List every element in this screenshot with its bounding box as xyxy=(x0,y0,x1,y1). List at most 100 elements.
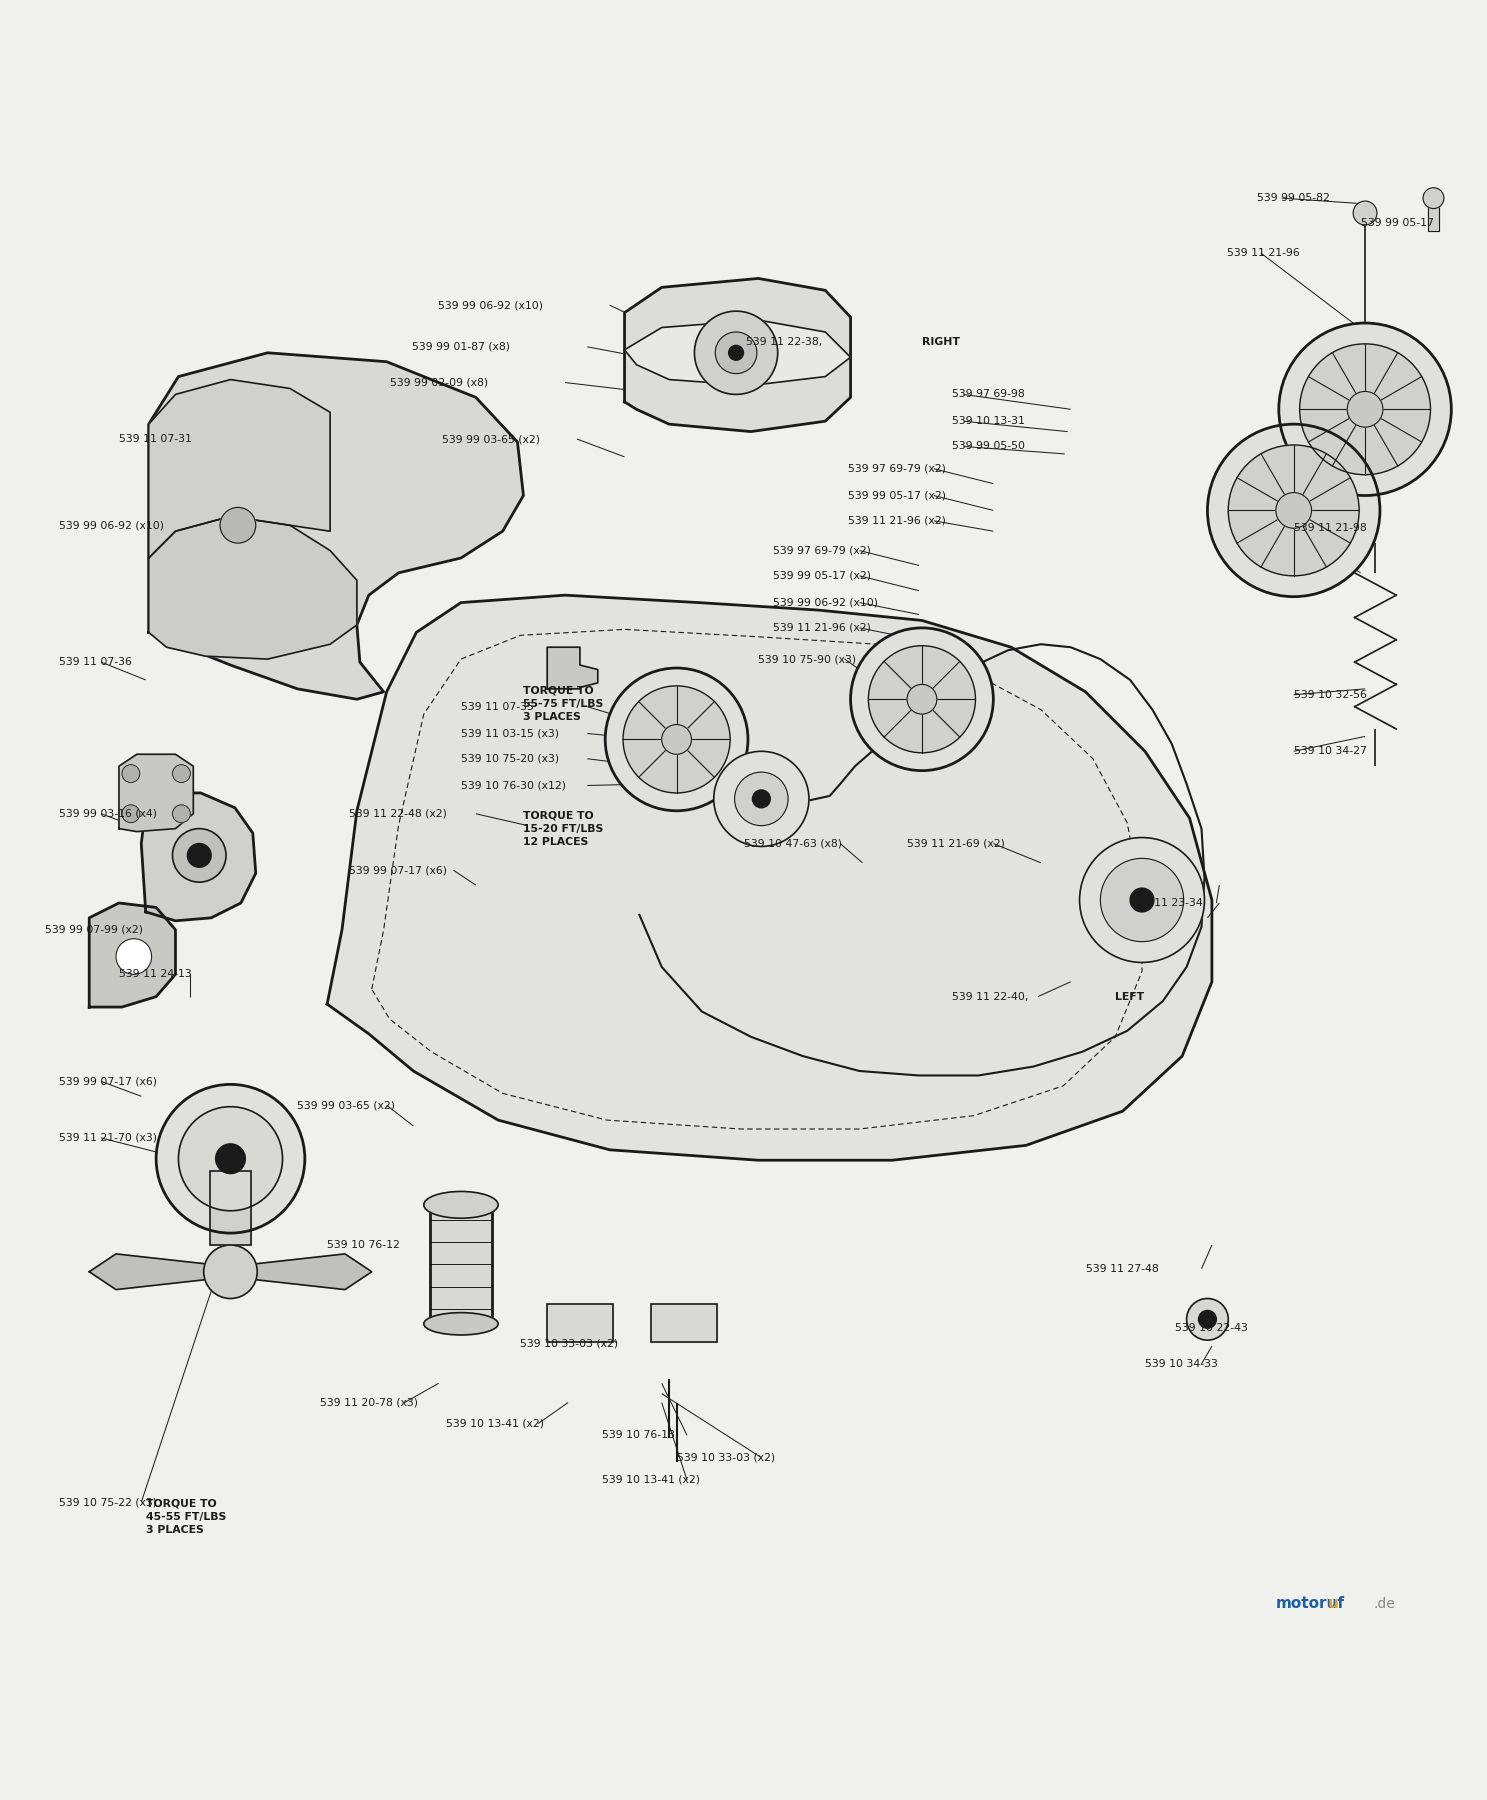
Bar xyxy=(547,1305,613,1341)
Circle shape xyxy=(605,668,748,810)
Text: 539 99 06-92 (x10): 539 99 06-92 (x10) xyxy=(773,598,879,608)
Polygon shape xyxy=(149,380,330,558)
Polygon shape xyxy=(149,517,357,659)
Polygon shape xyxy=(625,279,851,432)
Circle shape xyxy=(156,1084,305,1233)
Circle shape xyxy=(1228,445,1359,576)
Text: motoruf: motoruf xyxy=(1276,1597,1344,1611)
Circle shape xyxy=(187,844,211,868)
Bar xyxy=(1428,202,1439,230)
Text: 539 99 05-17 (x2): 539 99 05-17 (x2) xyxy=(773,571,871,581)
Circle shape xyxy=(116,938,152,974)
Circle shape xyxy=(172,765,190,783)
Circle shape xyxy=(1080,837,1204,963)
Text: TORQUE TO
45-55 FT/LBS
3 PLACES: TORQUE TO 45-55 FT/LBS 3 PLACES xyxy=(146,1499,226,1535)
Circle shape xyxy=(178,1107,283,1211)
Polygon shape xyxy=(327,596,1212,1161)
Text: 539 99 03-65 (x2): 539 99 03-65 (x2) xyxy=(442,434,540,445)
Circle shape xyxy=(172,805,190,823)
Polygon shape xyxy=(149,353,523,698)
Circle shape xyxy=(694,311,778,394)
Text: 539 11 20-78 (x3): 539 11 20-78 (x3) xyxy=(320,1397,418,1408)
Text: u: u xyxy=(1328,1597,1338,1611)
Text: TORQUE TO
55-75 FT/LBS
3 PLACES: TORQUE TO 55-75 FT/LBS 3 PLACES xyxy=(523,686,604,722)
Circle shape xyxy=(204,1246,257,1298)
Text: 539 11 07-35: 539 11 07-35 xyxy=(461,702,534,711)
Text: 539 10 33-03 (x2): 539 10 33-03 (x2) xyxy=(520,1337,619,1348)
Text: 539 10 13-31: 539 10 13-31 xyxy=(952,416,1025,427)
Bar xyxy=(651,1305,717,1341)
Text: .de: .de xyxy=(1374,1597,1396,1611)
Polygon shape xyxy=(547,648,598,689)
Circle shape xyxy=(735,772,788,826)
Text: 539 99 06-92 (x10): 539 99 06-92 (x10) xyxy=(439,301,543,310)
Text: 539 97 69-98: 539 97 69-98 xyxy=(952,389,1025,400)
Text: 539 10 75-20 (x3): 539 10 75-20 (x3) xyxy=(461,754,559,763)
Text: 539 10 13-41 (x2): 539 10 13-41 (x2) xyxy=(446,1418,544,1429)
Circle shape xyxy=(1300,344,1430,475)
Bar xyxy=(210,1170,251,1246)
Text: 539 10 32-56: 539 10 32-56 xyxy=(1294,689,1367,700)
Text: 539 10 33-03 (x2): 539 10 33-03 (x2) xyxy=(677,1453,775,1463)
Polygon shape xyxy=(89,1255,372,1289)
Circle shape xyxy=(715,331,757,374)
Circle shape xyxy=(122,805,140,823)
Polygon shape xyxy=(89,904,175,1006)
Circle shape xyxy=(1187,1298,1228,1341)
Text: 539 97 69-79 (x2): 539 97 69-79 (x2) xyxy=(773,545,871,556)
Text: 539 11 21-96: 539 11 21-96 xyxy=(1227,248,1300,257)
Text: 539 99 02-09 (x8): 539 99 02-09 (x8) xyxy=(390,378,488,387)
Text: 539 11 21-69 (x2): 539 11 21-69 (x2) xyxy=(907,839,1005,848)
Circle shape xyxy=(752,790,770,808)
Text: 539 10 76-13: 539 10 76-13 xyxy=(602,1431,675,1440)
Text: 539 11 21-96 (x2): 539 11 21-96 (x2) xyxy=(848,517,946,526)
Text: 539 11 07-31: 539 11 07-31 xyxy=(119,434,192,445)
Text: 539 10 13-41 (x2): 539 10 13-41 (x2) xyxy=(602,1474,700,1485)
Polygon shape xyxy=(119,754,193,832)
Text: 539 10 47-63 (x8): 539 10 47-63 (x8) xyxy=(744,839,842,848)
Text: 539 10 75-22 (x3): 539 10 75-22 (x3) xyxy=(59,1498,158,1507)
Circle shape xyxy=(1276,493,1312,527)
Circle shape xyxy=(216,1143,245,1174)
Text: RIGHT: RIGHT xyxy=(922,337,959,347)
Ellipse shape xyxy=(424,1192,498,1219)
Bar xyxy=(210,1170,251,1246)
Text: 539 97 69-79 (x2): 539 97 69-79 (x2) xyxy=(848,464,946,473)
Ellipse shape xyxy=(424,1312,498,1336)
Circle shape xyxy=(1207,425,1380,596)
Circle shape xyxy=(1347,391,1383,427)
Text: 539 99 05-50: 539 99 05-50 xyxy=(952,441,1025,452)
Circle shape xyxy=(1279,322,1451,495)
Polygon shape xyxy=(141,794,256,922)
Text: 539 11 24-13: 539 11 24-13 xyxy=(119,970,192,979)
Text: 539 11 21-98: 539 11 21-98 xyxy=(1294,524,1367,533)
Circle shape xyxy=(714,751,809,846)
Text: 539 99 05-82: 539 99 05-82 xyxy=(1257,193,1329,203)
Text: 539 10 22-43: 539 10 22-43 xyxy=(1175,1323,1248,1334)
Text: 539 11 07-36: 539 11 07-36 xyxy=(59,657,132,668)
Text: 539 99 03-65 (x2): 539 99 03-65 (x2) xyxy=(297,1100,396,1111)
Text: 539 99 05-17 (x2): 539 99 05-17 (x2) xyxy=(848,491,946,500)
Text: 539 99 07-99 (x2): 539 99 07-99 (x2) xyxy=(45,925,143,934)
Text: 539 10 75-90 (x3): 539 10 75-90 (x3) xyxy=(758,653,857,664)
Text: 539 99 07-17 (x6): 539 99 07-17 (x6) xyxy=(349,866,448,875)
Text: 539 99 05-17: 539 99 05-17 xyxy=(1361,218,1433,229)
Circle shape xyxy=(1100,859,1184,941)
Bar xyxy=(1428,202,1439,230)
Text: 539 10 76-12: 539 10 76-12 xyxy=(327,1240,400,1249)
Bar xyxy=(547,1305,613,1341)
Circle shape xyxy=(851,628,993,770)
Circle shape xyxy=(122,765,140,783)
Circle shape xyxy=(907,684,937,715)
Text: 539 11 23-34: 539 11 23-34 xyxy=(1130,898,1203,907)
Circle shape xyxy=(1130,887,1154,913)
Text: 539 99 01-87 (x8): 539 99 01-87 (x8) xyxy=(412,342,510,351)
Circle shape xyxy=(1353,202,1377,225)
Circle shape xyxy=(868,646,975,752)
Text: 539 99 06-92 (x10): 539 99 06-92 (x10) xyxy=(59,520,165,531)
Circle shape xyxy=(729,346,744,360)
Text: 539 11 21-70 (x3): 539 11 21-70 (x3) xyxy=(59,1132,158,1143)
Text: 539 10 34-33: 539 10 34-33 xyxy=(1145,1359,1218,1370)
Text: 539 99 03-16 (x4): 539 99 03-16 (x4) xyxy=(59,808,158,819)
Bar xyxy=(651,1305,717,1341)
